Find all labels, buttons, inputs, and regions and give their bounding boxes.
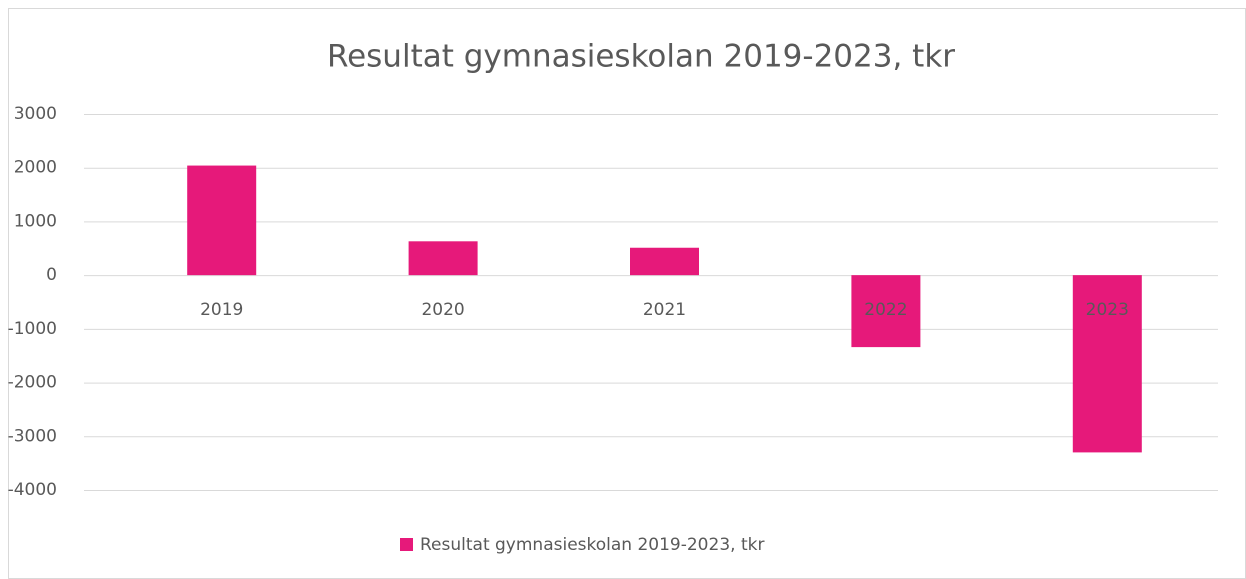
y-tick-label: 3000: [14, 104, 57, 124]
bar: [187, 165, 257, 276]
x-tick-label: 2023: [1086, 300, 1129, 320]
y-tick-label: -1000: [8, 319, 57, 339]
legend-swatch: [400, 538, 413, 551]
y-tick-label: -2000: [8, 373, 57, 393]
y-tick-label: 0: [46, 265, 57, 285]
chart-title: Resultat gymnasieskolan 2019-2023, tkr: [327, 39, 955, 75]
y-tick-label: 2000: [14, 158, 57, 178]
x-tick-label: 2020: [421, 300, 464, 320]
x-tick-label: 2019: [200, 300, 243, 320]
legend-label: Resultat gymnasieskolan 2019-2023, tkr: [420, 535, 764, 555]
y-tick-label: 1000: [14, 211, 57, 231]
x-tick-label: 2022: [864, 300, 907, 320]
bar: [630, 247, 699, 276]
bar: [1072, 275, 1142, 453]
y-tick-label: -3000: [8, 426, 57, 446]
y-tick-label: -4000: [8, 480, 57, 500]
bar: [851, 275, 921, 348]
bar: [408, 241, 478, 276]
x-tick-label: 2021: [643, 300, 686, 320]
chart-border: [8, 8, 1246, 579]
